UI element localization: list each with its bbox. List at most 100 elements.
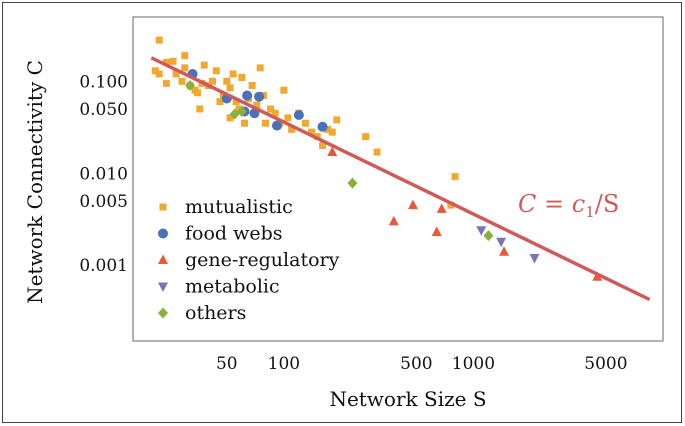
legend-marker — [159, 203, 167, 211]
data-point — [271, 109, 279, 117]
y-axis-title: Network Connectivity C — [23, 60, 47, 304]
legend-marker — [158, 228, 168, 239]
x-axis-title: Network Size S — [329, 387, 486, 411]
legend-marker — [158, 254, 168, 264]
legend-item: gene-regulatory — [158, 249, 340, 271]
legend-item: others — [158, 302, 246, 324]
x-tick-label: 50 — [216, 354, 238, 374]
data-point — [232, 98, 240, 106]
data-point — [235, 105, 243, 113]
data-point — [229, 70, 237, 78]
data-point — [483, 230, 494, 242]
legend-marker — [158, 307, 168, 319]
y-axis-ticks: 0.100 0.050 0.010 0.005 0.001 — [79, 72, 128, 276]
series-metabolic — [476, 226, 540, 264]
data-point — [242, 90, 253, 101]
legend-label: mutualistic — [185, 196, 293, 218]
data-point — [293, 109, 304, 120]
data-points — [151, 36, 603, 281]
y-tick-label: 0.005 — [79, 192, 128, 212]
x-axis-ticks: 50 100 500 1000 5000 — [216, 354, 628, 374]
legend-item: mutualistic — [159, 196, 293, 218]
data-point — [362, 133, 370, 141]
data-point — [236, 105, 247, 117]
data-point — [162, 79, 170, 87]
legend-label: others — [185, 302, 246, 324]
data-point — [155, 70, 163, 78]
y-tick-label: 0.010 — [79, 164, 128, 184]
data-point — [226, 84, 234, 92]
plot-area-frame — [132, 16, 664, 342]
data-point — [248, 81, 256, 89]
data-point — [324, 125, 332, 133]
data-point — [212, 67, 220, 75]
data-point — [256, 64, 264, 72]
data-point — [196, 105, 204, 113]
legend-label: gene-regulatory — [185, 249, 340, 271]
x-tick-label: 5000 — [584, 354, 627, 374]
legend-item: metabolic — [158, 276, 280, 298]
data-point — [208, 77, 216, 85]
legend-label: metabolic — [185, 276, 280, 298]
data-point — [262, 119, 269, 127]
data-point — [272, 120, 283, 131]
data-point — [254, 91, 265, 102]
fit-line — [150, 56, 651, 302]
data-point — [178, 77, 186, 85]
fit-line-label: C = c1/S — [518, 190, 619, 221]
x-tick-label: 100 — [268, 354, 300, 374]
data-point — [288, 125, 296, 133]
data-point — [284, 114, 292, 122]
data-point — [253, 101, 261, 109]
data-point — [408, 199, 419, 210]
data-point — [193, 89, 201, 97]
data-point — [200, 61, 208, 69]
data-point — [155, 36, 163, 44]
data-point — [373, 148, 381, 156]
data-point — [216, 98, 224, 106]
data-point — [447, 201, 455, 209]
data-point — [181, 52, 189, 60]
data-point — [476, 226, 487, 236]
data-point — [266, 105, 274, 113]
data-point — [436, 203, 447, 213]
data-point — [226, 114, 234, 122]
data-point — [223, 77, 231, 85]
data-point — [172, 70, 180, 78]
data-point — [496, 237, 507, 248]
data-point — [327, 146, 338, 157]
legend-marker — [158, 282, 168, 292]
y-tick-label: 0.050 — [79, 100, 128, 120]
legend-item: food webs — [158, 223, 283, 245]
data-point — [280, 86, 288, 94]
data-point — [185, 79, 196, 91]
data-point — [529, 253, 540, 264]
series-gene-regulatory — [327, 146, 603, 281]
data-point — [388, 215, 399, 226]
data-point — [499, 246, 510, 256]
data-point — [301, 119, 309, 127]
x-tick-label: 1000 — [452, 354, 495, 374]
data-point — [347, 177, 358, 189]
legend: mutualistic food webs gene-regulatory metab… — [158, 196, 340, 324]
data-point — [319, 142, 327, 150]
data-point — [451, 173, 459, 181]
legend-label: food webs — [185, 223, 283, 245]
y-tick-label: 0.001 — [79, 256, 128, 276]
data-point — [308, 128, 316, 136]
data-point — [328, 128, 336, 136]
data-point — [162, 59, 170, 67]
data-point — [317, 121, 328, 132]
data-point — [431, 226, 442, 236]
data-point — [151, 67, 159, 75]
data-point — [333, 116, 341, 124]
x-tick-label: 500 — [400, 354, 432, 374]
data-point — [181, 64, 189, 72]
series-others — [185, 79, 494, 242]
y-tick-label: 0.100 — [79, 72, 128, 92]
data-point — [238, 73, 246, 81]
data-point — [241, 119, 249, 127]
